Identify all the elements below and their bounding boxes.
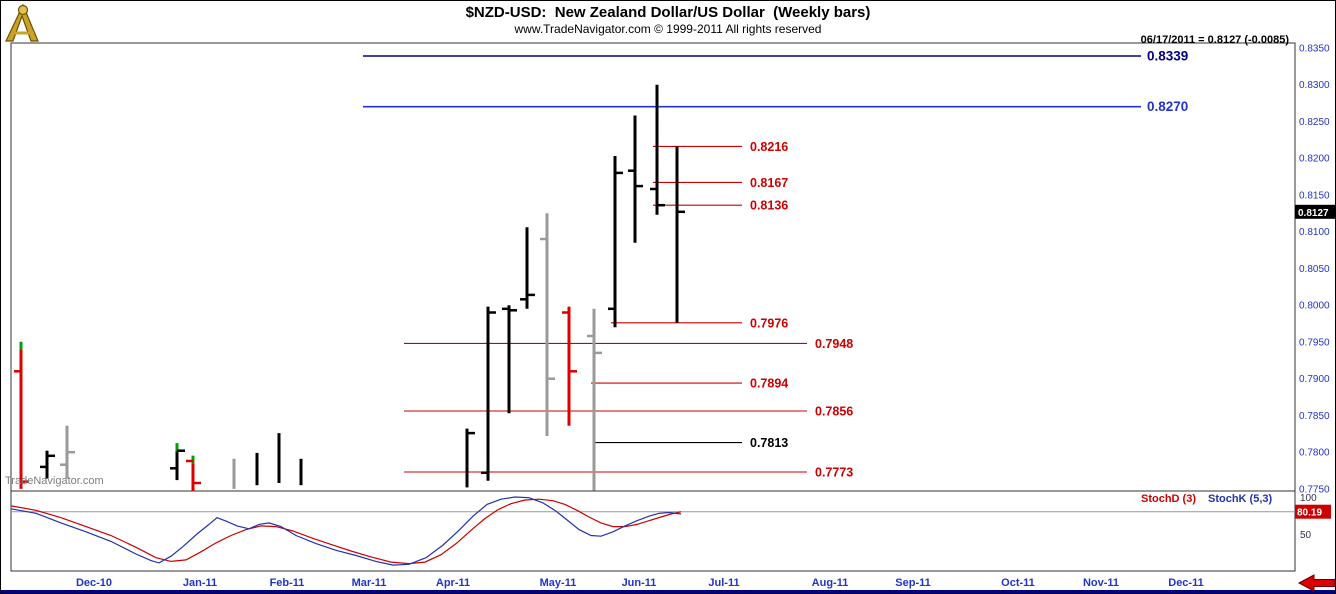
price-axis-label: 0.7850	[1299, 411, 1330, 422]
price-panel-border	[10, 42, 1296, 492]
last-price-badge	[1295, 204, 1335, 219]
price-axis-label: 0.8200	[1299, 154, 1330, 165]
price-axis-label: 0.7950	[1299, 337, 1330, 348]
stoch-value-badge	[1295, 504, 1331, 519]
price-axis-label: 0.8100	[1299, 227, 1330, 238]
price-axis-label: 0.8250	[1299, 117, 1330, 128]
watermark-text: TradeNavigator.com	[5, 475, 104, 487]
x-axis-label-Nov-11: Nov-11	[1083, 577, 1119, 589]
price-axis-label: 0.8000	[1299, 301, 1330, 312]
last-quote-readout: 06/17/2011 = 0.8127 (-0.0085)	[1140, 34, 1289, 46]
stoch-scale-100: 100	[1300, 493, 1317, 504]
price-axis-label: 0.7800	[1299, 448, 1330, 459]
level-label-0.8216: 0.8216	[750, 140, 788, 154]
scroll-left-button[interactable]	[1297, 574, 1335, 592]
price-axis-label: 0.8350	[1299, 43, 1330, 54]
bottom-scrollbar	[1, 590, 1335, 593]
app-logo	[4, 3, 42, 48]
stoch-scale-50: 50	[1300, 530, 1312, 541]
level-label-0.7813: 0.7813	[750, 436, 788, 450]
chart-title: $NZD-USD: New Zealand Dollar/US Dollar (…	[465, 4, 871, 21]
x-axis-label-Jul-11: Jul-11	[708, 577, 739, 589]
level-label-0.7894: 0.7894	[750, 377, 788, 391]
stoch-d-label: StochD (3)	[1141, 493, 1196, 505]
level-label-0.7948: 0.7948	[815, 337, 853, 351]
price-axis-label: 0.7750	[1299, 484, 1330, 495]
x-axis-label-Feb-11: Feb-11	[270, 577, 305, 589]
x-axis-label-Mar-11: Mar-11	[352, 577, 387, 589]
price-axis-label: 0.7900	[1299, 374, 1330, 385]
x-axis-label-Oct-11: Oct-11	[1001, 577, 1035, 589]
level-label-0.8167: 0.8167	[750, 176, 788, 190]
price-axis-label: 0.8050	[1299, 264, 1330, 275]
x-axis-label-Apr-11: Apr-11	[436, 577, 470, 589]
stoch-k-label: StochK (5,3)	[1208, 493, 1273, 505]
x-axis-label-Sep-11: Sep-11	[895, 577, 930, 589]
x-axis-label-May-11: May-11	[540, 577, 577, 589]
x-axis-label-Dec-10: Dec-10	[76, 577, 112, 589]
logo-graphic	[5, 3, 39, 42]
x-axis-label-Jun-11: Jun-11	[622, 577, 657, 589]
x-axis-label-Dec-11: Dec-11	[1168, 577, 1203, 589]
stoch-d-line	[10, 498, 682, 565]
x-axis-label-Aug-11: Aug-11	[812, 577, 849, 589]
x-axis-label-Jan-11: Jan-11	[183, 577, 217, 589]
level-label-0.7976: 0.7976	[750, 316, 788, 330]
stoch-value-badge-text: 80.19	[1297, 508, 1322, 519]
last-price-badge-text: 0.8127	[1298, 208, 1329, 219]
level-label-0.7773: 0.7773	[815, 466, 853, 480]
level-label-0.8136: 0.8136	[750, 199, 788, 213]
stoch-panel-border	[10, 490, 1296, 572]
copyright-line: www.TradeNavigator.com © 1999-2011 All r…	[514, 22, 822, 36]
price-axis-label: 0.8150	[1299, 190, 1330, 201]
stoch-k-line	[10, 496, 682, 566]
level-label-0.8270: 0.8270	[1147, 99, 1188, 114]
level-label-0.7856: 0.7856	[815, 405, 853, 419]
price-axis-label: 0.8300	[1299, 80, 1330, 91]
level-label-0.8339: 0.8339	[1147, 49, 1188, 64]
